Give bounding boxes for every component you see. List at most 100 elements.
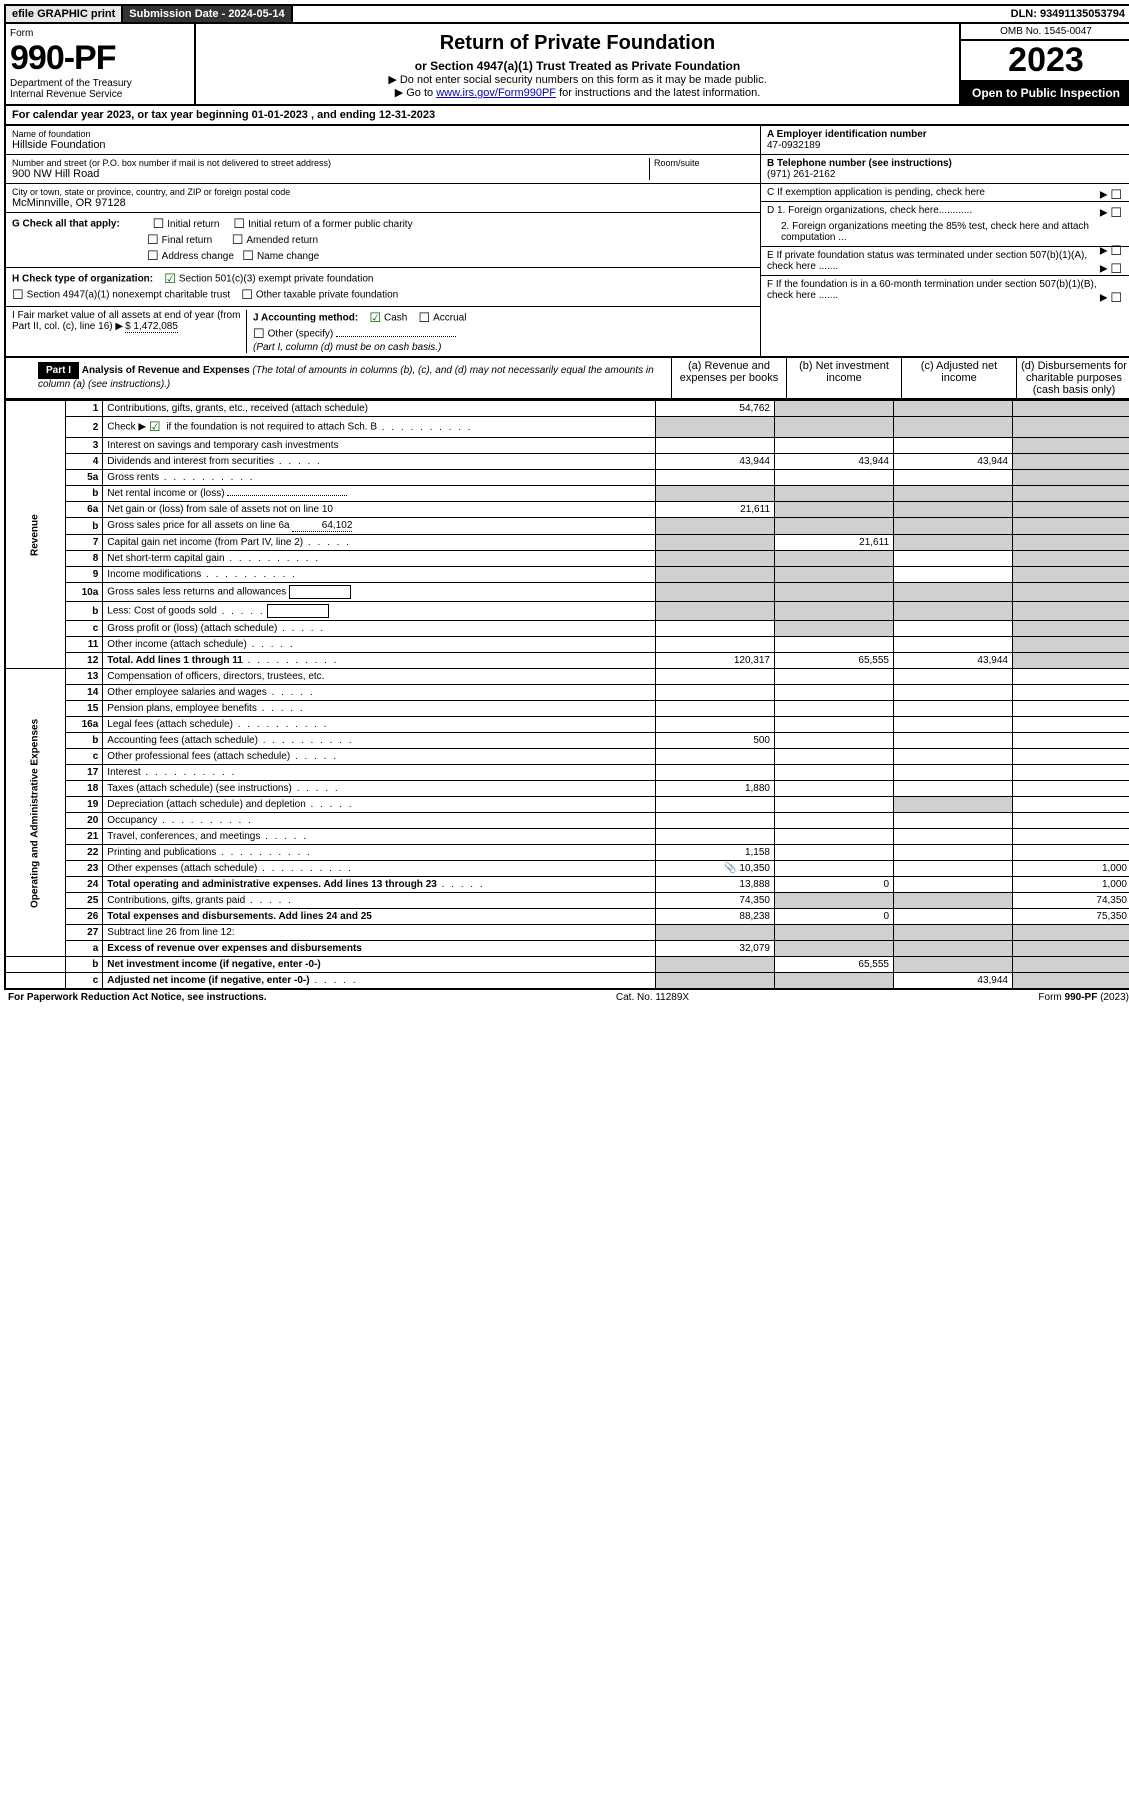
amt-23d: 1,000 [1013, 861, 1129, 877]
ln-13: 13 [66, 669, 103, 685]
desc-5b: Net rental income or (loss) [103, 486, 656, 502]
amt-24d: 1,000 [1013, 877, 1129, 893]
ln-16a: 16a [66, 717, 103, 733]
chk-amended[interactable] [232, 235, 247, 246]
lbl-other-taxable: Other taxable private foundation [256, 290, 398, 301]
f-label: F If the foundation is in a 60-month ter… [767, 279, 1097, 301]
form-title: Return of Private Foundation [200, 32, 955, 55]
desc-5a: Gross rents [107, 472, 159, 483]
ln-1: 1 [66, 401, 103, 417]
lbl-final-return: Final return [162, 235, 213, 246]
part1-header: Part I Analysis of Revenue and Expenses … [4, 358, 1129, 400]
table-row: 9 Income modifications [5, 567, 1129, 583]
chk-initial-former[interactable] [233, 219, 248, 230]
table-row: 15 Pension plans, employee benefits [5, 701, 1129, 717]
ln-14: 14 [66, 685, 103, 701]
part1-table: Revenue 1 Contributions, gifts, grants, … [4, 400, 1129, 990]
attachment-icon[interactable]: 📎 [724, 863, 736, 874]
desc-2: Check ▶ if the foundation is not require… [103, 417, 656, 438]
ln-23: 23 [66, 861, 103, 877]
table-row: Revenue 1 Contributions, gifts, grants, … [5, 401, 1129, 417]
table-row: b Net investment income (if negative, en… [5, 957, 1129, 973]
desc-6a: Net gain or (loss) from sale of assets n… [103, 502, 656, 518]
ln-18: 18 [66, 781, 103, 797]
table-row: 19 Depreciation (attach schedule) and de… [5, 797, 1129, 813]
expenses-side-label: Operating and Administrative Expenses [5, 669, 66, 957]
footer-catno: Cat. No. 11289X [616, 992, 689, 1003]
chk-accrual[interactable] [418, 313, 433, 324]
instr-pre: ▶ Go to [395, 87, 436, 99]
part1-title: Analysis of Revenue and Expenses [82, 365, 250, 376]
table-row: c Adjusted net income (if negative, ente… [5, 973, 1129, 990]
amt-27bb: 65,555 [775, 957, 894, 973]
ln-24: 24 [66, 877, 103, 893]
desc-23: Other expenses (attach schedule) [107, 863, 257, 874]
chk-final-return[interactable] [147, 235, 162, 246]
desc-9: Income modifications [107, 569, 201, 580]
amt-24b: 0 [775, 877, 894, 893]
desc-7: Capital gain net income (from Part IV, l… [107, 537, 303, 548]
ln-10b: b [66, 602, 103, 621]
desc-21: Travel, conferences, and meetings [107, 831, 260, 842]
desc-2-post: if the foundation is not required to att… [164, 422, 377, 433]
chk-f[interactable] [1110, 293, 1125, 304]
desc-6b: Gross sales price for all assets on line… [103, 518, 656, 535]
amt-16b: 500 [656, 733, 775, 749]
col-c-header: (c) Adjusted net income [902, 358, 1017, 398]
chk-4947a1[interactable] [12, 290, 27, 301]
amt-22a: 1,158 [656, 845, 775, 861]
irs-label: Internal Revenue Service [10, 89, 190, 100]
chk-schb[interactable] [149, 422, 164, 433]
desc-11: Other income (attach schedule) [107, 639, 247, 650]
ln-5a: 5a [66, 470, 103, 486]
desc-16b: Accounting fees (attach schedule) [107, 735, 258, 746]
amt-12b: 65,555 [775, 653, 894, 669]
d2-label: 2. Foreign organizations meeting the 85%… [767, 221, 1125, 243]
chk-address-change[interactable] [147, 251, 162, 262]
col-b-header: (b) Net investment income [787, 358, 902, 398]
amt-23a: 📎 10,350 [656, 861, 775, 877]
instr-ssn: ▶ Do not enter social security numbers o… [200, 73, 955, 86]
table-row: b Less: Cost of goods sold [5, 602, 1129, 621]
chk-other-taxable[interactable] [241, 290, 256, 301]
table-row: 4 Dividends and interest from securities… [5, 454, 1129, 470]
desc-15: Pension plans, employee benefits [107, 703, 257, 714]
calendar-year-row: For calendar year 2023, or tax year begi… [4, 106, 1129, 126]
top-bar: efile GRAPHIC print Submission Date - 20… [4, 4, 1129, 24]
chk-name-change[interactable] [242, 251, 257, 262]
table-row: 20 Occupancy [5, 813, 1129, 829]
chk-d1[interactable] [1110, 208, 1125, 219]
desc-10a: Gross sales less returns and allowances [103, 583, 656, 602]
chk-cash[interactable] [369, 313, 384, 324]
chk-501c3[interactable] [164, 274, 179, 285]
form990pf-link[interactable]: www.irs.gov/Form990PF [436, 87, 556, 99]
chk-c-pending[interactable] [1110, 190, 1125, 201]
col-a-header: (a) Revenue and expenses per books [672, 358, 787, 398]
table-row: 26 Total expenses and disbursements. Add… [5, 909, 1129, 925]
amt-1a: 54,762 [656, 401, 775, 417]
ln-2: 2 [66, 417, 103, 438]
desc-27: Subtract line 26 from line 12: [103, 925, 656, 941]
amt-18a: 1,880 [656, 781, 775, 797]
ln-6b: b [66, 518, 103, 535]
dept-treasury: Department of the Treasury [10, 78, 190, 89]
chk-other-method[interactable] [253, 329, 268, 340]
desc-8: Net short-term capital gain [107, 553, 224, 564]
amt-25d: 74,350 [1013, 893, 1129, 909]
g-label: G Check all that apply: [12, 219, 120, 230]
efile-print-button[interactable]: efile GRAPHIC print [6, 6, 123, 22]
ln-17: 17 [66, 765, 103, 781]
chk-e[interactable] [1110, 264, 1125, 275]
amt-4b: 43,944 [775, 454, 894, 470]
instr-post: for instructions and the latest informat… [556, 87, 760, 99]
chk-initial-return[interactable] [153, 219, 168, 230]
desc-24: Total operating and administrative expen… [107, 879, 437, 890]
c-label: C If exemption application is pending, c… [767, 187, 985, 198]
chk-d2[interactable] [1110, 246, 1125, 257]
table-row: c Gross profit or (loss) (attach schedul… [5, 621, 1129, 637]
lbl-other-method: Other (specify) [268, 329, 334, 340]
ln-27a: a [66, 941, 103, 957]
omb-number: OMB No. 1545-0047 [961, 24, 1129, 41]
ln-26: 26 [66, 909, 103, 925]
table-row: 18 Taxes (attach schedule) (see instruct… [5, 781, 1129, 797]
